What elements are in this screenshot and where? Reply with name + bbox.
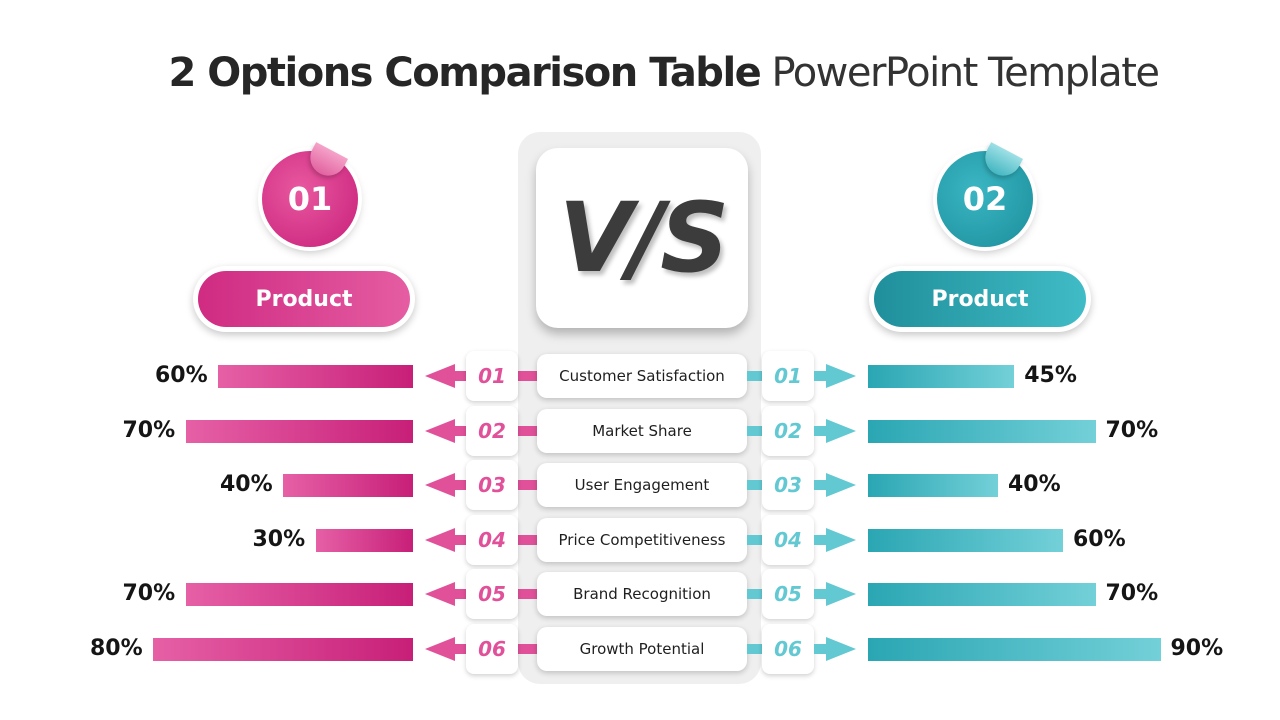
right-arrow-shaft <box>814 371 826 381</box>
option-2-badge: 02 <box>937 142 1033 247</box>
criterion-label: Customer Satisfaction <box>537 354 747 398</box>
right-arrow-icon <box>826 418 856 443</box>
option-2-bar <box>868 638 1161 661</box>
option-2-percent: 70% <box>1105 417 1159 443</box>
option-2-bar <box>868 528 1063 552</box>
right-arrow-shaft <box>814 589 826 600</box>
vs-card: V/S <box>536 148 748 328</box>
option-1-bar <box>153 638 413 661</box>
option-1-percent: 70% <box>122 581 176 607</box>
right-arrow-icon <box>826 582 856 607</box>
left-arrow-shaft <box>455 425 467 436</box>
option-1-row-number: 04 <box>466 514 518 565</box>
criterion-label: User Engagement <box>537 463 747 508</box>
option-1-percent: 80% <box>90 636 143 661</box>
left-connector <box>517 425 537 436</box>
option-2-percent: 90% <box>1170 636 1224 661</box>
option-1-bar <box>218 365 413 388</box>
slide-title: 2 Options Comparison Table PowerPoint Te… <box>0 48 1280 98</box>
option-2-bar <box>868 474 998 498</box>
option-2-number: 02 <box>962 180 1008 218</box>
title-bold: 2 Options Comparison Table <box>168 50 762 96</box>
option-1-percent: 30% <box>252 526 306 552</box>
left-arrow-icon <box>425 582 455 607</box>
left-arrow-icon <box>425 364 455 388</box>
option-2-row-number: 04 <box>762 514 814 565</box>
option-2-bar <box>868 365 1015 388</box>
left-arrow-shaft <box>455 589 467 600</box>
right-connector <box>747 480 763 491</box>
left-connector <box>517 371 537 381</box>
left-connector <box>517 534 537 545</box>
option-2-percent: 45% <box>1024 363 1077 388</box>
right-arrow-icon <box>826 473 856 498</box>
option-1-percent: 70% <box>122 417 176 443</box>
option-1-row-number: 05 <box>466 569 518 620</box>
option-1-label: Product <box>198 271 410 327</box>
option-2-percent: 40% <box>1008 472 1061 498</box>
option-2-bar <box>868 583 1096 607</box>
option-2-bar <box>868 419 1096 443</box>
right-arrow-shaft <box>814 534 826 545</box>
option-1-row-number: 01 <box>466 351 518 401</box>
option-1-bar <box>315 528 413 552</box>
left-arrow-icon <box>425 637 455 661</box>
page-curl-icon <box>979 142 1023 182</box>
left-arrow-icon <box>425 527 455 552</box>
right-connector <box>747 644 763 654</box>
option-2-pill: Product <box>869 266 1091 332</box>
option-1-number: 01 <box>287 180 333 218</box>
left-arrow-shaft <box>455 371 467 381</box>
left-arrow-shaft <box>455 644 467 654</box>
right-connector <box>747 371 763 381</box>
option-2-percent: 70% <box>1105 581 1159 607</box>
option-2-row-number: 01 <box>762 351 814 401</box>
option-1-pill: Product <box>193 266 415 332</box>
left-connector <box>517 480 537 491</box>
left-connector <box>517 589 537 600</box>
right-connector <box>747 425 763 436</box>
option-1-bar <box>185 419 413 443</box>
right-arrow-shaft <box>814 644 826 654</box>
option-2-row-number: 05 <box>762 569 814 620</box>
option-1-percent: 40% <box>220 472 273 498</box>
page-curl-icon <box>304 142 348 182</box>
left-connector <box>517 644 537 654</box>
option-1-percent: 60% <box>155 363 208 388</box>
option-2-label: Product <box>874 271 1086 327</box>
option-1-row-number: 02 <box>466 405 518 456</box>
right-connector <box>747 589 763 600</box>
option-1-bar <box>185 583 413 607</box>
option-1-bar <box>283 474 413 498</box>
option-1-row-number: 03 <box>466 460 518 511</box>
option-2-percent: 60% <box>1073 526 1126 552</box>
criterion-label: Price Competitiveness <box>537 517 747 562</box>
option-2-row-number: 06 <box>762 624 814 674</box>
criterion-label: Growth Potential <box>537 627 747 671</box>
title-light: PowerPoint Template <box>771 50 1161 96</box>
option-1-row-number: 06 <box>466 624 518 674</box>
option-1-badge: 01 <box>262 142 358 247</box>
left-arrow-icon <box>425 418 455 443</box>
left-arrow-shaft <box>455 480 467 491</box>
right-arrow-icon <box>826 527 856 552</box>
left-arrow-icon <box>425 473 455 498</box>
right-arrow-shaft <box>814 480 826 491</box>
right-connector <box>747 534 763 545</box>
option-2-row-number: 03 <box>762 460 814 511</box>
option-2-row-number: 02 <box>762 405 814 456</box>
right-arrow-icon <box>826 364 856 388</box>
right-arrow-icon <box>826 637 856 661</box>
right-arrow-shaft <box>814 425 826 436</box>
criterion-label: Brand Recognition <box>537 572 747 617</box>
criterion-label: Market Share <box>537 408 747 453</box>
vs-text: V/S <box>558 182 730 294</box>
left-arrow-shaft <box>455 534 467 545</box>
